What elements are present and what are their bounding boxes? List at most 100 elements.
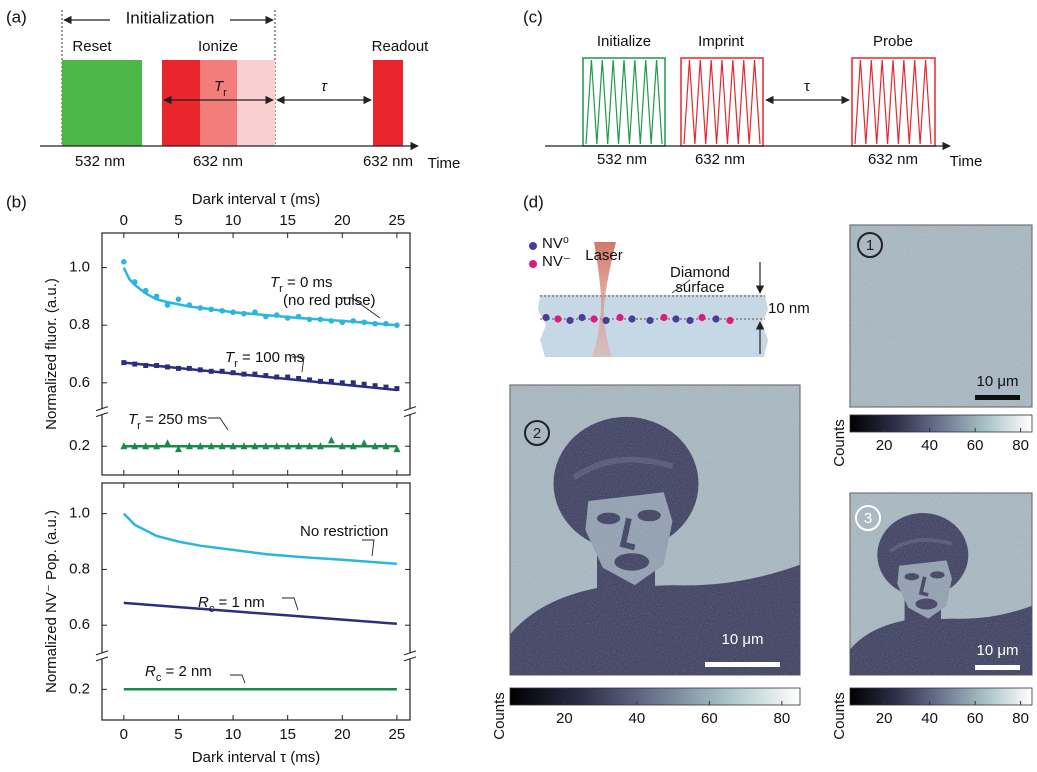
annotation-text: = 2 nm [161, 663, 211, 680]
data-point [340, 380, 345, 385]
data-point [198, 367, 203, 372]
data-point [383, 321, 389, 327]
x-tick-label: 0 [120, 726, 128, 743]
zigzag [855, 60, 931, 144]
data-point [121, 360, 126, 365]
data-point [241, 372, 246, 377]
y-tick-label: 1.0 [69, 505, 90, 522]
data-point [296, 314, 302, 320]
data-point [361, 320, 367, 326]
data-point [187, 366, 192, 371]
colorbar [510, 688, 800, 705]
tau-label: τ [321, 78, 328, 95]
nv-center [646, 317, 653, 324]
nv-center [686, 317, 693, 324]
pulse [237, 60, 275, 146]
y-tick-label: 1.0 [69, 259, 90, 276]
panel-label: (d) [523, 192, 544, 211]
data-point [230, 309, 236, 315]
data-point [329, 379, 334, 384]
data-point [132, 279, 138, 285]
data-point [154, 294, 160, 300]
data-point [219, 308, 225, 314]
pulse-label: Readout [372, 38, 430, 55]
scale-bar-label: 10 μm [977, 373, 1019, 390]
wavelength: 632 nm [193, 153, 243, 170]
image-number: 2 [533, 425, 541, 442]
x-tick-label: 25 [389, 212, 406, 229]
nv-center [712, 315, 719, 322]
panel-label: (b) [6, 192, 27, 211]
annotation-text: No restriction [300, 523, 388, 540]
leader-line [208, 418, 228, 430]
nv-center [726, 317, 733, 324]
panel-c: Initialize Imprint Probe τ 532 nm 632 nm… [545, 33, 982, 170]
data-point [165, 364, 170, 369]
nv-center [602, 317, 609, 324]
data-point [285, 375, 290, 380]
data-point [373, 383, 378, 388]
pulse-label: Initialize [597, 33, 651, 50]
nv-center [554, 315, 561, 322]
y-tick-label: 0.8 [69, 316, 90, 333]
scale-bar [975, 395, 1020, 400]
colorbar-tick-label: 60 [701, 710, 718, 727]
data-point [176, 366, 181, 371]
nv-center [698, 314, 705, 321]
data-point [197, 305, 203, 311]
data-point [351, 380, 356, 385]
wavelength: 532 nm [75, 153, 125, 170]
nv-center [542, 314, 549, 321]
data-point [372, 321, 378, 327]
data-point [220, 369, 225, 374]
data-point [307, 377, 312, 382]
leader-line [282, 598, 298, 610]
x-tick-label: 15 [279, 726, 296, 743]
zigzag [586, 60, 662, 144]
colorbar-tick-label: 20 [876, 710, 893, 727]
legend-label: NV⁻ [542, 253, 571, 270]
nv-center [566, 317, 573, 324]
data-point [318, 379, 323, 384]
x-tick-label: 10 [225, 726, 242, 743]
wavelength: 532 nm [597, 151, 647, 168]
pulse [583, 58, 665, 146]
time-label: Time [428, 155, 461, 172]
colorbar-label: Counts [831, 419, 848, 467]
data-point [339, 320, 345, 326]
data-point [165, 302, 171, 308]
x-tick-label: 0 [120, 212, 128, 229]
colorbar-tick-label: 20 [876, 437, 893, 454]
y-tick-label: 0.8 [69, 560, 90, 577]
time-label: Time [950, 153, 983, 170]
annotation-text: = 1 nm [214, 594, 264, 611]
nv-center [616, 314, 623, 321]
data-point [252, 309, 258, 315]
annotation: No restriction [300, 523, 388, 540]
y-tick-label: 0.6 [69, 374, 90, 391]
data-point [362, 382, 367, 387]
y-axis-label: Normalized NV⁻ Pop. (a.u.) [43, 510, 60, 693]
data-point [241, 311, 247, 317]
data-point [209, 369, 214, 374]
wavelength: 632 nm [363, 153, 413, 170]
surface-label: surface [675, 279, 724, 296]
panel-a: Initialization Reset Ionize Readout Tr τ… [40, 8, 460, 171]
data-point [307, 317, 313, 323]
data-point [394, 322, 400, 328]
data-point [329, 318, 335, 324]
x-tick-label: 20 [334, 212, 351, 229]
leader-line [230, 675, 245, 683]
data-point [394, 386, 399, 391]
image-number: 1 [866, 237, 874, 254]
data-point [263, 373, 268, 378]
x-axis-label: Dark interval τ (ms) [192, 191, 320, 208]
nv-center [578, 314, 585, 321]
annotation: (no red pulse) [283, 292, 376, 309]
image-number: 3 [864, 510, 872, 527]
data-point [121, 259, 127, 265]
data-point [252, 372, 257, 377]
fit-line [124, 363, 397, 390]
scale-bar [705, 662, 780, 667]
x-axis-label: Dark interval τ (ms) [192, 749, 320, 766]
